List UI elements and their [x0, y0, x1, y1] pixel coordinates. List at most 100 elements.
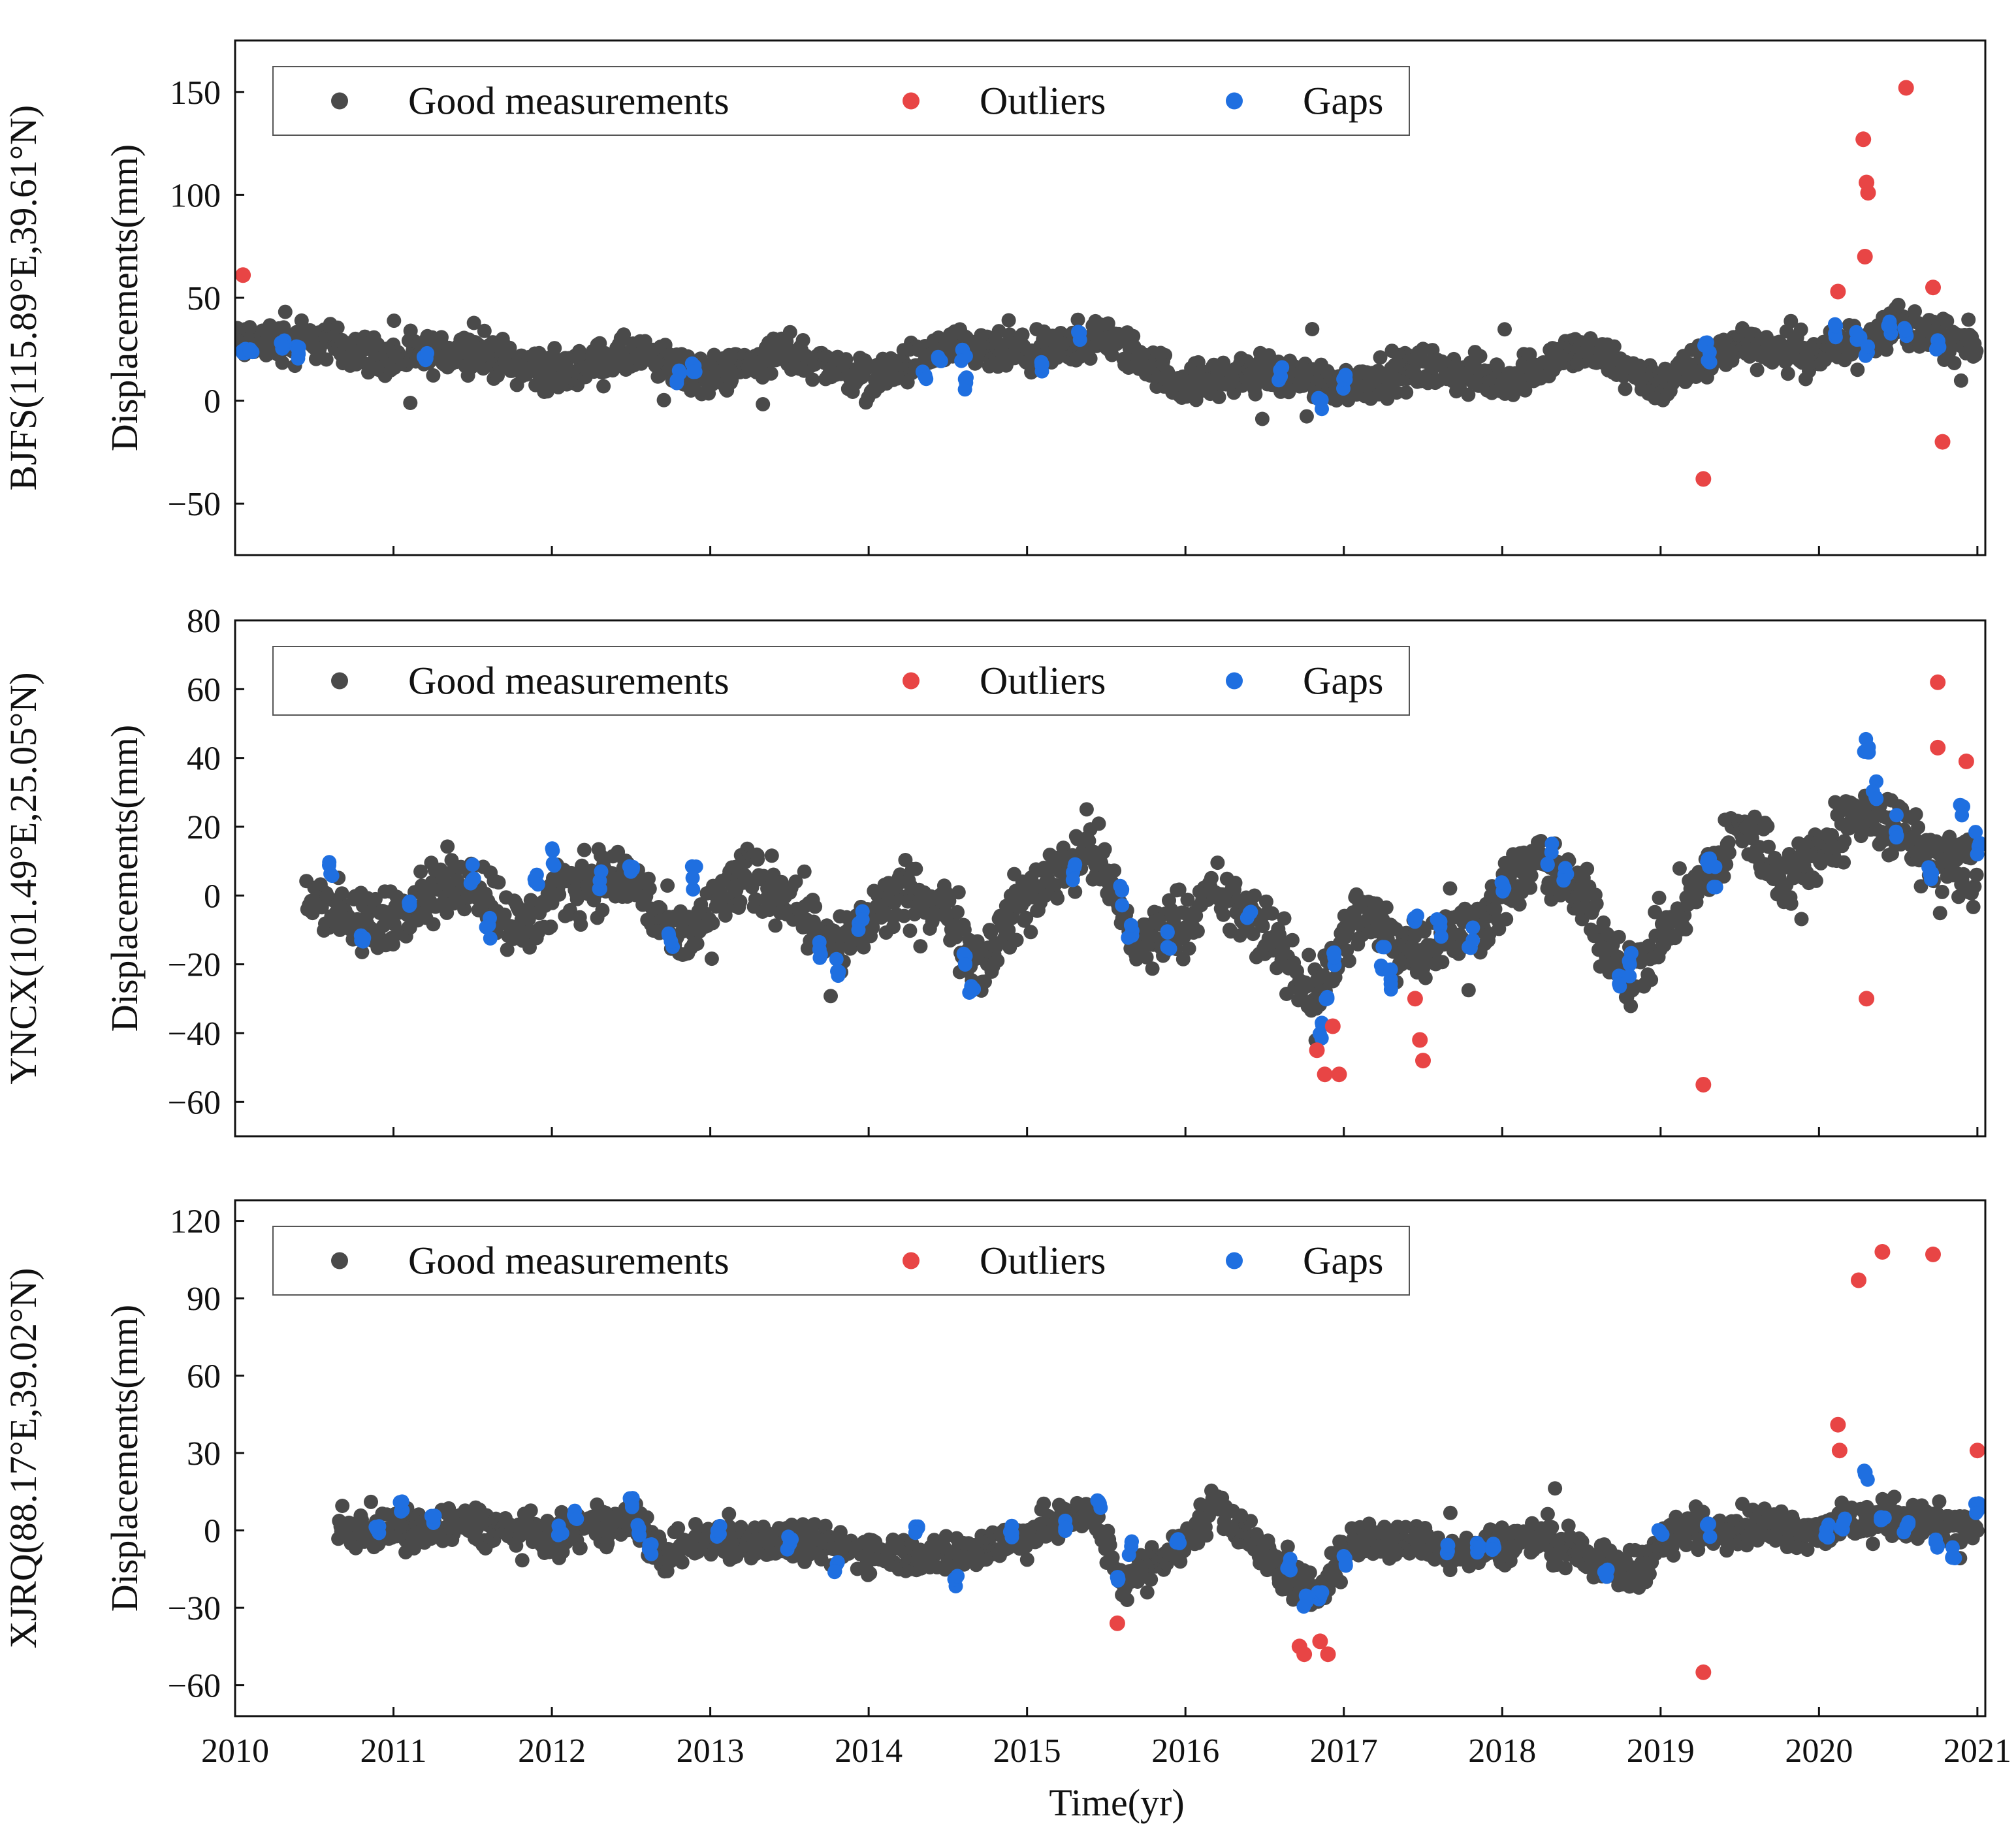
good-measurement-point: [1644, 972, 1659, 987]
good-measurement-point: [1837, 353, 1852, 368]
good-measurement-point: [440, 839, 455, 854]
good-measurement-point: [547, 341, 562, 356]
legend-good-marker: [331, 672, 348, 690]
good-measurement-point: [1139, 950, 1154, 965]
good-measurement-point: [764, 848, 779, 863]
good-measurement-point: [1255, 919, 1270, 933]
good-measurement-point: [1905, 810, 1920, 825]
x-tick-label: 2017: [1310, 1732, 1378, 1770]
good-measurement-point: [727, 1544, 742, 1559]
good-measurement-point: [1913, 879, 1928, 894]
good-measurement-point: [1672, 861, 1687, 876]
gap-point: [1622, 968, 1637, 983]
gap-point: [1599, 1568, 1614, 1583]
good-measurement-point: [990, 953, 1005, 968]
legend-good-marker: [331, 1252, 348, 1269]
gap-point: [1377, 940, 1392, 955]
good-measurement-point: [338, 910, 353, 925]
gap-point: [1622, 957, 1637, 972]
gap-point: [1836, 1516, 1851, 1531]
gap-point: [1004, 1518, 1019, 1533]
good-measurement-point: [671, 1521, 686, 1536]
good-measurement-point: [355, 1512, 369, 1527]
good-measurement-point: [1031, 879, 1046, 894]
y-tick-label: −60: [168, 1084, 221, 1121]
good-measurement-point: [665, 348, 680, 363]
good-measurement-point: [1036, 1496, 1051, 1511]
good-measurement-point: [1721, 845, 1736, 860]
gap-point: [1311, 391, 1326, 406]
gap-point: [1462, 940, 1477, 955]
good-measurement-point: [1622, 1542, 1637, 1557]
good-measurement-point: [314, 900, 329, 915]
outlier-point: [1830, 1416, 1846, 1433]
good-measurement-point: [1280, 1539, 1295, 1554]
good-measurement-point: [1015, 327, 1030, 342]
outlier-point: [1851, 1272, 1866, 1288]
gap-point: [1160, 924, 1175, 939]
good-measurement-point: [1561, 1518, 1576, 1533]
good-measurement-point: [1544, 1520, 1560, 1535]
gap-point: [1544, 837, 1560, 852]
good-measurement-point: [763, 366, 778, 381]
good-measurement-point: [1351, 931, 1366, 946]
legend-gap-label: Gaps: [1303, 80, 1383, 123]
legend-outlier-marker: [903, 1252, 920, 1269]
outlier-point: [1934, 434, 1951, 450]
good-measurement-point: [913, 939, 928, 954]
good-measurement-point: [1666, 1548, 1681, 1563]
plot-frame: [234, 619, 1987, 1138]
good-measurement-point: [294, 313, 309, 328]
good-measurement-point: [1721, 835, 1736, 850]
good-measurement-point: [1533, 834, 1548, 848]
good-measurement-point: [502, 340, 517, 355]
good-measurement-point: [278, 304, 293, 319]
good-measurement-point: [1885, 846, 1899, 861]
good-measurement-point: [466, 315, 481, 330]
good-measurement-point: [701, 386, 716, 401]
y-axis-station-label: BJFS(115.89°E,39.61°N): [2, 105, 44, 490]
good-measurement-point: [1234, 1508, 1249, 1523]
x-tick-label: 2020: [1785, 1732, 1853, 1770]
good-measurement-point: [500, 942, 515, 957]
good-measurement-point: [1247, 888, 1262, 903]
good-measurement-point: [1961, 312, 1976, 327]
y-tick-label: 40: [187, 741, 221, 778]
good-measurement-point: [1176, 951, 1191, 966]
good-measurement-point: [1618, 381, 1633, 396]
legend-box: [272, 1226, 1410, 1296]
legend: Good measurements Outliers Gaps: [272, 66, 1410, 136]
good-measurement-point: [1285, 933, 1300, 948]
good-measurement-point: [1951, 889, 1966, 904]
good-measurement-point: [1371, 1525, 1386, 1540]
y-axis-title: Displacements(mm): [103, 725, 146, 1032]
outlier-point: [1925, 1246, 1941, 1262]
good-measurement-point: [788, 874, 803, 889]
y-tick-label: 0: [204, 1513, 221, 1550]
gap-point: [688, 859, 703, 874]
good-measurement-point: [1151, 912, 1166, 927]
good-measurement-point: [1620, 990, 1634, 1005]
gap-point: [1655, 1527, 1670, 1542]
good-measurement-point: [1938, 1520, 1953, 1535]
outlier-point: [1930, 674, 1946, 690]
gap-point: [1065, 872, 1080, 887]
good-measurement-point: [1181, 941, 1196, 956]
good-measurement-point: [1755, 862, 1770, 877]
good-measurement-point: [491, 875, 506, 890]
good-measurement-point: [1501, 1548, 1516, 1563]
gap-point: [686, 364, 701, 379]
outlier-point: [1860, 185, 1876, 201]
good-measurement-point: [718, 908, 733, 923]
x-tick-label: 2013: [677, 1732, 744, 1770]
gap-point: [827, 1564, 842, 1579]
good-measurement-point: [824, 989, 838, 1004]
good-measurement-point: [387, 313, 402, 328]
good-measurement-point: [1091, 816, 1106, 831]
good-measurement-point: [1570, 355, 1585, 370]
good-measurement-point: [1784, 313, 1799, 328]
outlier-point: [1898, 80, 1914, 96]
gap-point: [954, 353, 969, 368]
good-measurement-point: [1418, 970, 1433, 985]
good-measurement-point: [1596, 915, 1611, 930]
